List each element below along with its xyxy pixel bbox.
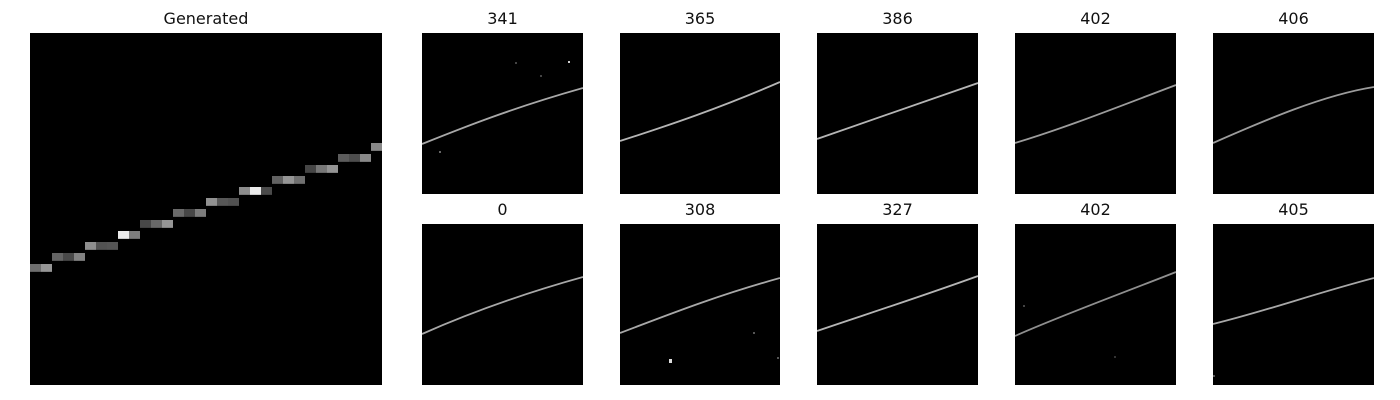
thumb-streak [422, 276, 583, 335]
thumb-streak [817, 275, 978, 332]
streak-pixel [272, 176, 283, 184]
streak-pixel [41, 264, 52, 272]
generated-streak [30, 143, 382, 272]
thumb-panel: 341 [422, 0, 583, 194]
thumb-image [817, 33, 978, 194]
thumb-title: 341 [487, 9, 518, 28]
generated-image [30, 33, 382, 385]
thumb-panel: 402 [1015, 191, 1176, 385]
streak-pixel [30, 264, 41, 272]
streak-pixel [195, 209, 206, 217]
thumb-image [620, 224, 780, 385]
thumb-image [1213, 224, 1374, 385]
thumb-panel: 406 [1213, 0, 1374, 194]
thumb-streak [620, 277, 780, 363]
streak-pixel [228, 198, 239, 206]
main-title: Generated [163, 9, 249, 28]
streak-pixel [173, 209, 184, 217]
thumb-streak [1015, 84, 1176, 144]
thumb-panel: 405 [1213, 191, 1374, 385]
thumb-streak [817, 82, 978, 140]
streak-pixel [74, 253, 85, 261]
thumb-panel: 402 [1015, 0, 1176, 194]
streak-pixel [96, 242, 107, 250]
streak-pixel [151, 220, 162, 228]
streak-pixel [327, 165, 338, 173]
thumb-panel: 308 [620, 191, 780, 385]
streak-pixel [118, 231, 129, 239]
thumb-title: 402 [1080, 9, 1111, 28]
thumb-streak [1015, 271, 1176, 358]
thumb-image [1015, 224, 1176, 385]
thumb-title: 402 [1080, 200, 1111, 219]
thumb-panel: 0 [422, 191, 583, 385]
streak-pixel [217, 198, 228, 206]
thumb-title: 405 [1278, 200, 1309, 219]
streak-pixel [63, 253, 74, 261]
streak-pixel [239, 187, 250, 195]
thumb-title: 308 [684, 200, 716, 219]
streak-pixel [283, 176, 294, 184]
streak-pixel [140, 220, 151, 228]
thumb-title: 327 [882, 200, 913, 219]
streak-pixel [371, 143, 382, 151]
thumb-streak [422, 61, 583, 153]
streak-pixel [316, 165, 327, 173]
thumb-image [620, 33, 780, 194]
thumb-streak [1213, 277, 1374, 377]
streak-pixel [305, 165, 316, 173]
streak-pixel [250, 187, 261, 195]
streak-pixel [360, 154, 371, 162]
thumb-image [1015, 33, 1176, 194]
streak-pixel [162, 220, 173, 228]
streak-pixel [294, 176, 305, 184]
thumb-image [422, 33, 583, 194]
streak-pixel [349, 154, 360, 162]
thumb-title: 365 [684, 9, 716, 28]
streak-pixel [206, 198, 217, 206]
main-panel: Generated [30, 0, 382, 386]
thumb-streak [620, 81, 780, 142]
thumb-image [817, 224, 978, 385]
thumb-streak [1213, 86, 1374, 144]
thumb-image [422, 224, 583, 385]
thumb-panel: 386 [817, 0, 978, 194]
streak-pixel [129, 231, 140, 239]
streak-pixel [85, 242, 96, 250]
thumb-title: 406 [1278, 9, 1309, 28]
streak-pixel [107, 242, 118, 250]
streak-pixel [338, 154, 349, 162]
thumb-title: 386 [882, 9, 913, 28]
thumb-panel: 365 [620, 0, 780, 194]
streak-pixel [184, 209, 195, 217]
thumb-panel: 327 [817, 191, 978, 385]
streak-pixel [261, 187, 272, 195]
streak-pixel [52, 253, 63, 261]
thumb-image [1213, 33, 1374, 194]
thumb-title: 0 [497, 200, 508, 219]
